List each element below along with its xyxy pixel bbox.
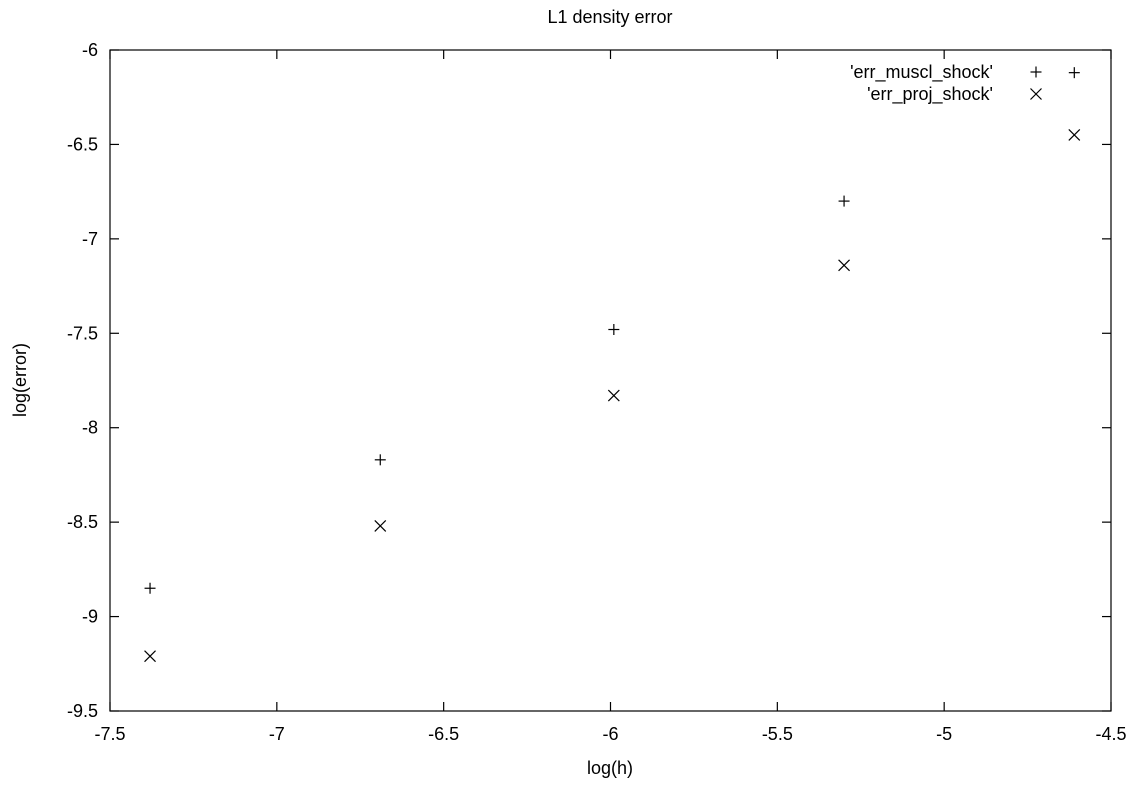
data-points [144, 67, 1081, 663]
y-tick-label: -7 [82, 229, 98, 249]
proj-point-marker [374, 519, 387, 532]
y-tick-label: -9 [82, 607, 98, 627]
x-tick-label: -7 [269, 724, 285, 744]
x-tick-label: -6 [602, 724, 618, 744]
y-tick-label: -9.5 [67, 701, 98, 721]
chart-title: L1 density error [547, 7, 672, 27]
legend: 'err_muscl_shock''err_proj_shock' [850, 62, 1042, 105]
y-tick-label: -8 [82, 418, 98, 438]
y-axis-label: log(error) [10, 343, 30, 417]
x-axis: -7.5 -7 -6.5 -6 -5.5 -5 -4.5 [94, 50, 1127, 744]
muscl-point-marker [838, 195, 850, 207]
x-tick-label: -7.5 [94, 724, 125, 744]
muscl-point-marker [374, 454, 386, 466]
y-tick-label: -8.5 [67, 512, 98, 532]
muscl-point-marker [1068, 67, 1080, 79]
y-tick-label: -6 [82, 40, 98, 60]
proj-point-marker [607, 389, 620, 402]
y-axis: -6 -6.5 -7 -7.5 -8 -8.5 -9 -9.5 [67, 40, 1111, 721]
y-tick-label: -6.5 [67, 134, 98, 154]
x-tick-label: -6.5 [428, 724, 459, 744]
x-axis-label: log(h) [587, 758, 633, 778]
muscl-point-marker [608, 324, 620, 336]
legend-marker [1030, 66, 1042, 78]
proj-point-marker [1068, 129, 1081, 141]
plot-frame [109, 49, 1112, 712]
x-tick-label: -5 [936, 724, 952, 744]
proj-point-marker [144, 650, 156, 663]
proj-point-marker [838, 259, 850, 272]
muscl-point-marker [144, 582, 156, 594]
legend-label: 'err_muscl_shock' [850, 62, 993, 83]
legend-label: 'err_proj_shock' [867, 84, 993, 105]
y-tick-label: -7.5 [67, 323, 98, 343]
legend-marker [1030, 88, 1042, 100]
x-tick-label: -5.5 [762, 724, 793, 744]
x-tick-label: -4.5 [1095, 724, 1126, 744]
